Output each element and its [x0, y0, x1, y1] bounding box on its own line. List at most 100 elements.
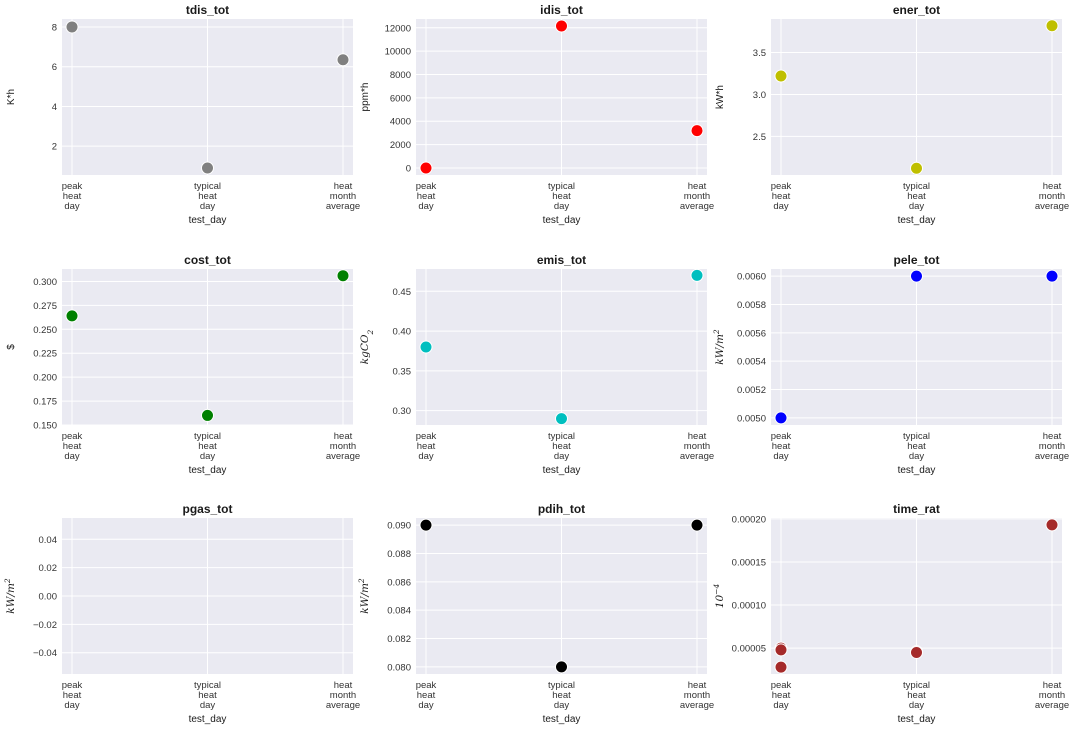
x-tick-label: typical heat day	[194, 181, 221, 212]
x-tick-label: typical heat day	[548, 680, 575, 711]
x-tick-label: heat month average	[680, 680, 714, 711]
y-tick-label: 0.00010	[732, 601, 766, 612]
y-tick-label: 3.5	[753, 48, 766, 59]
y-tick-label: 0.275	[33, 301, 57, 312]
data-point	[690, 268, 704, 282]
x-tick-label: peak heat day	[771, 181, 792, 212]
x-axis-label: test_day	[543, 465, 581, 476]
y-tick-label: 4	[52, 102, 57, 113]
y-tick-label: 0.088	[387, 549, 411, 560]
panel-title: time_rat	[893, 502, 940, 516]
data-point	[1045, 269, 1059, 283]
x-tick-label: peak heat day	[62, 431, 83, 462]
y-tick-label: 6	[52, 62, 57, 73]
y-tick-label: 0.086	[387, 577, 411, 588]
x-axis-label: test_day	[189, 215, 227, 226]
data-point	[201, 408, 214, 422]
y-tick-label: 0.02	[39, 563, 58, 574]
y-tick-label: 0.300	[33, 277, 57, 288]
y-tick-label: 2.5	[753, 132, 766, 143]
y-tick-label: 2000	[390, 140, 411, 151]
y-axis-label: $	[6, 344, 17, 350]
y-tick-label: 0.084	[387, 606, 411, 617]
y-tick-label: 0.00015	[732, 557, 766, 568]
data-point	[201, 161, 214, 175]
x-tick-label: peak heat day	[416, 431, 437, 462]
y-tick-label: 0.00020	[732, 514, 766, 525]
data-point	[336, 269, 350, 283]
panel-title: tdis_tot	[186, 3, 229, 17]
y-tick-label: 0.00	[39, 592, 58, 603]
data-point	[910, 645, 923, 659]
y-tick-label: −0.02	[33, 620, 57, 631]
y-tick-label: 0.090	[387, 521, 411, 532]
y-tick-label: 0.00005	[732, 644, 766, 655]
y-tick-label: 0.080	[387, 662, 411, 673]
x-tick-label: heat month average	[326, 680, 360, 711]
panel-emis_tot: emis_tot 0.30 0.35 0.40 0.45 peak heat day typic…	[359, 253, 714, 476]
x-axis-label: test_day	[898, 714, 936, 725]
panel-title: emis_tot	[537, 253, 586, 267]
data-point	[774, 411, 788, 425]
y-tick-label: 0.40	[393, 327, 412, 338]
y-tick-label: 12000	[385, 23, 411, 34]
panel-title: pele_tot	[893, 253, 939, 267]
x-tick-label: peak heat day	[771, 680, 792, 711]
x-tick-label: heat month average	[1035, 431, 1069, 462]
x-tick-label: typical heat day	[548, 431, 575, 462]
y-tick-label: 0.30	[393, 406, 412, 417]
x-tick-label: heat month average	[326, 181, 360, 212]
x-tick-label: typical heat day	[903, 431, 930, 462]
data-point	[1045, 19, 1059, 33]
x-tick-label: heat month average	[680, 431, 714, 462]
x-tick-label: peak heat day	[62, 680, 83, 711]
y-tick-label: 0.0050	[737, 413, 766, 424]
panel-cost_tot: cost_tot 0.150 0.175 0.200 0.225 0.250 0.275 0.…	[6, 253, 360, 476]
x-axis-label: test_day	[543, 215, 581, 226]
panel-tdis_tot: tdis_tot 2 4 6 8 peak heat day typical heat day hea…	[6, 3, 360, 226]
y-axis-label: ppm*h	[360, 83, 371, 112]
y-tick-label: 0.0058	[737, 300, 766, 311]
y-tick-label: 8	[52, 22, 57, 33]
panel-pgas_tot: pgas_tot −0.04 −0.02 0.00 0.02 0.04 peak heat da…	[3, 502, 361, 725]
x-tick-label: peak heat day	[416, 680, 437, 711]
y-tick-label: 0.0056	[737, 328, 766, 339]
data-point	[1045, 518, 1059, 532]
x-axis-label: test_day	[189, 714, 227, 725]
data-point	[419, 340, 433, 354]
y-tick-label: 0.200	[33, 373, 57, 384]
data-point	[910, 269, 923, 283]
x-axis-label: test_day	[898, 215, 936, 226]
data-point	[774, 69, 788, 83]
data-point	[774, 660, 788, 674]
y-tick-label: 0.175	[33, 397, 57, 408]
x-tick-label: typical heat day	[548, 181, 575, 212]
panel-pele_tot: pele_tot 0.0050 0.0052 0.0054 0.0056 0.0058 0.…	[712, 253, 1070, 476]
x-tick-label: heat month average	[1035, 680, 1069, 711]
y-tick-label: 0.082	[387, 634, 411, 645]
x-tick-label: heat month average	[1035, 181, 1069, 212]
y-tick-label: 0.225	[33, 349, 57, 360]
y-tick-label: 0.150	[33, 421, 57, 432]
panel-idis_tot: idis_tot 0 2000 4000 6000 8000 10000 12000 peak h…	[360, 3, 714, 226]
data-point	[774, 643, 788, 657]
x-tick-label: typical heat day	[903, 181, 930, 212]
panel-title: cost_tot	[184, 253, 231, 267]
panel-title: idis_tot	[540, 3, 583, 17]
x-tick-label: peak heat day	[62, 181, 83, 212]
x-tick-label: peak heat day	[771, 431, 792, 462]
y-tick-label: 6000	[390, 93, 411, 104]
y-tick-label: 0.45	[393, 287, 412, 298]
y-axis-label: kgCO2	[359, 330, 375, 365]
x-axis-label: test_day	[189, 465, 227, 476]
y-axis-label: K*h	[6, 89, 17, 105]
y-tick-label: 3.0	[753, 90, 766, 101]
y-axis-label: 10−4	[712, 584, 727, 609]
data-point	[65, 309, 79, 323]
data-point	[419, 161, 433, 175]
x-tick-label: heat month average	[680, 181, 714, 212]
panel-ener_tot: ener_tot 2.5 3.0 3.5 peak heat day typical heat d…	[715, 3, 1069, 226]
panel-title: ener_tot	[893, 3, 940, 17]
x-tick-label: peak heat day	[416, 181, 437, 212]
data-point	[910, 161, 923, 175]
